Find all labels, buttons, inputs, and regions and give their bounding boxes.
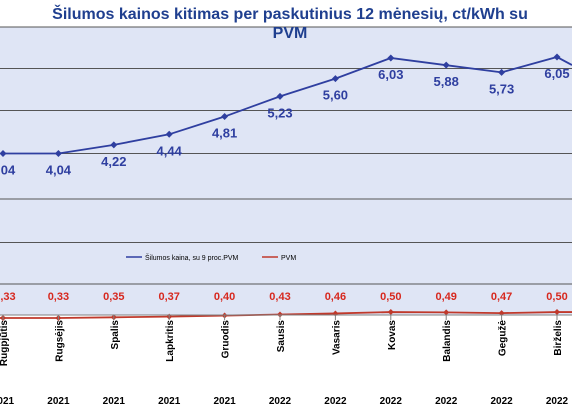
legend-label-heat-price: Šilumos kaina, su 9 proc.PVM [145, 253, 239, 262]
x-tick-label: Lapkritis [165, 320, 176, 362]
x-tick-label: Gruodis [221, 320, 232, 359]
heat-price-point [221, 113, 229, 121]
legend: Šilumos kaina, su 9 proc.PVM PVM [126, 253, 296, 262]
x-tick-label: Spalis [110, 320, 121, 350]
x-year-label: 2022 [269, 396, 292, 407]
x-year-label: 2021 [103, 396, 126, 407]
heat-price-point [110, 141, 118, 149]
heat-price-point [54, 150, 62, 157]
x-tick-label: Balandis [442, 320, 453, 362]
x-tick-label: Vasaris [331, 320, 342, 355]
vat-point [443, 309, 450, 316]
heat-price-label: 5,73 [489, 81, 514, 96]
vat-point [387, 309, 394, 316]
x-tick-label: Sausis [276, 320, 287, 353]
x-tick-label: Kovas [387, 320, 398, 350]
vat-label: 0,33 [48, 291, 69, 303]
heat-price-label: 5,88 [434, 74, 459, 89]
vat-label: 0,50 [380, 291, 401, 303]
vat-label: 0,35 [103, 291, 124, 303]
x-axis: Rugpjūtis 2021 Rugsėjis 2021 Spalis 2021 Lapkr… [0, 315, 569, 407]
vat-label: 0,40 [214, 291, 235, 303]
heat-price-point [442, 61, 450, 69]
vat-label: 0,49 [435, 291, 456, 303]
heat-price-point [553, 53, 561, 61]
heat-price-label: 4,22 [101, 154, 126, 169]
chart-title-line2: PVM [273, 25, 308, 42]
x-year-label: 2022 [324, 396, 347, 407]
heat-price-label: 5,23 [267, 105, 292, 120]
heat-price-point [0, 150, 7, 157]
gridlines [0, 26, 572, 285]
x-tick-label: Rugsėjis [54, 320, 65, 362]
x-year-label: 2022 [435, 396, 458, 407]
x-year-label: 2022 [546, 396, 569, 407]
x-tick-label: Gegužė [498, 320, 509, 357]
heat-price-label: 4,04 [46, 163, 72, 178]
heat-price-point [165, 130, 173, 138]
vat-label: 0,37 [158, 291, 179, 303]
x-year-label: 2021 [158, 396, 181, 407]
vat-point [554, 309, 560, 316]
x-year-label: 2021 [213, 396, 236, 407]
x-year-label: 2021 [0, 396, 15, 407]
heat-price-label: 04 [1, 163, 16, 178]
vat-label: 0,50 [546, 291, 567, 303]
heat-price-label: 4,81 [212, 126, 237, 141]
x-year-label: 2022 [490, 396, 513, 407]
x-tick-label: Birželis [553, 320, 564, 356]
x-year-label: 2021 [47, 396, 70, 407]
x-tick-label: Rugpjūtis [0, 320, 10, 367]
vat-label: 0,46 [325, 291, 346, 303]
heat-price-point [331, 75, 339, 83]
heat-price-label: 6,05 [544, 66, 569, 81]
chart-title-line1: Šilumos kainos kitimas per paskutinius 1… [52, 4, 528, 23]
x-year-label: 2022 [380, 396, 403, 407]
heat-price-point [387, 54, 395, 62]
vat-label: 0,43 [269, 291, 290, 303]
heat-price-label: 6,03 [378, 67, 403, 82]
plot-area [0, 27, 572, 315]
heat-price-label: 4,44 [157, 143, 183, 158]
legend-label-vat: PVM [281, 255, 296, 262]
vat-label: ,33 [0, 291, 15, 303]
vat-label: 0,47 [491, 291, 512, 303]
series-heat-price: 04 4,04 4,22 4,44 4,81 5,23 5,60 6,03 5,88 5,73 6,… [0, 53, 572, 178]
heat-price-point [276, 92, 284, 100]
heat-price-point [498, 68, 506, 76]
series-heat-price-line [3, 56, 572, 155]
heat-price-label: 5,60 [323, 88, 348, 103]
